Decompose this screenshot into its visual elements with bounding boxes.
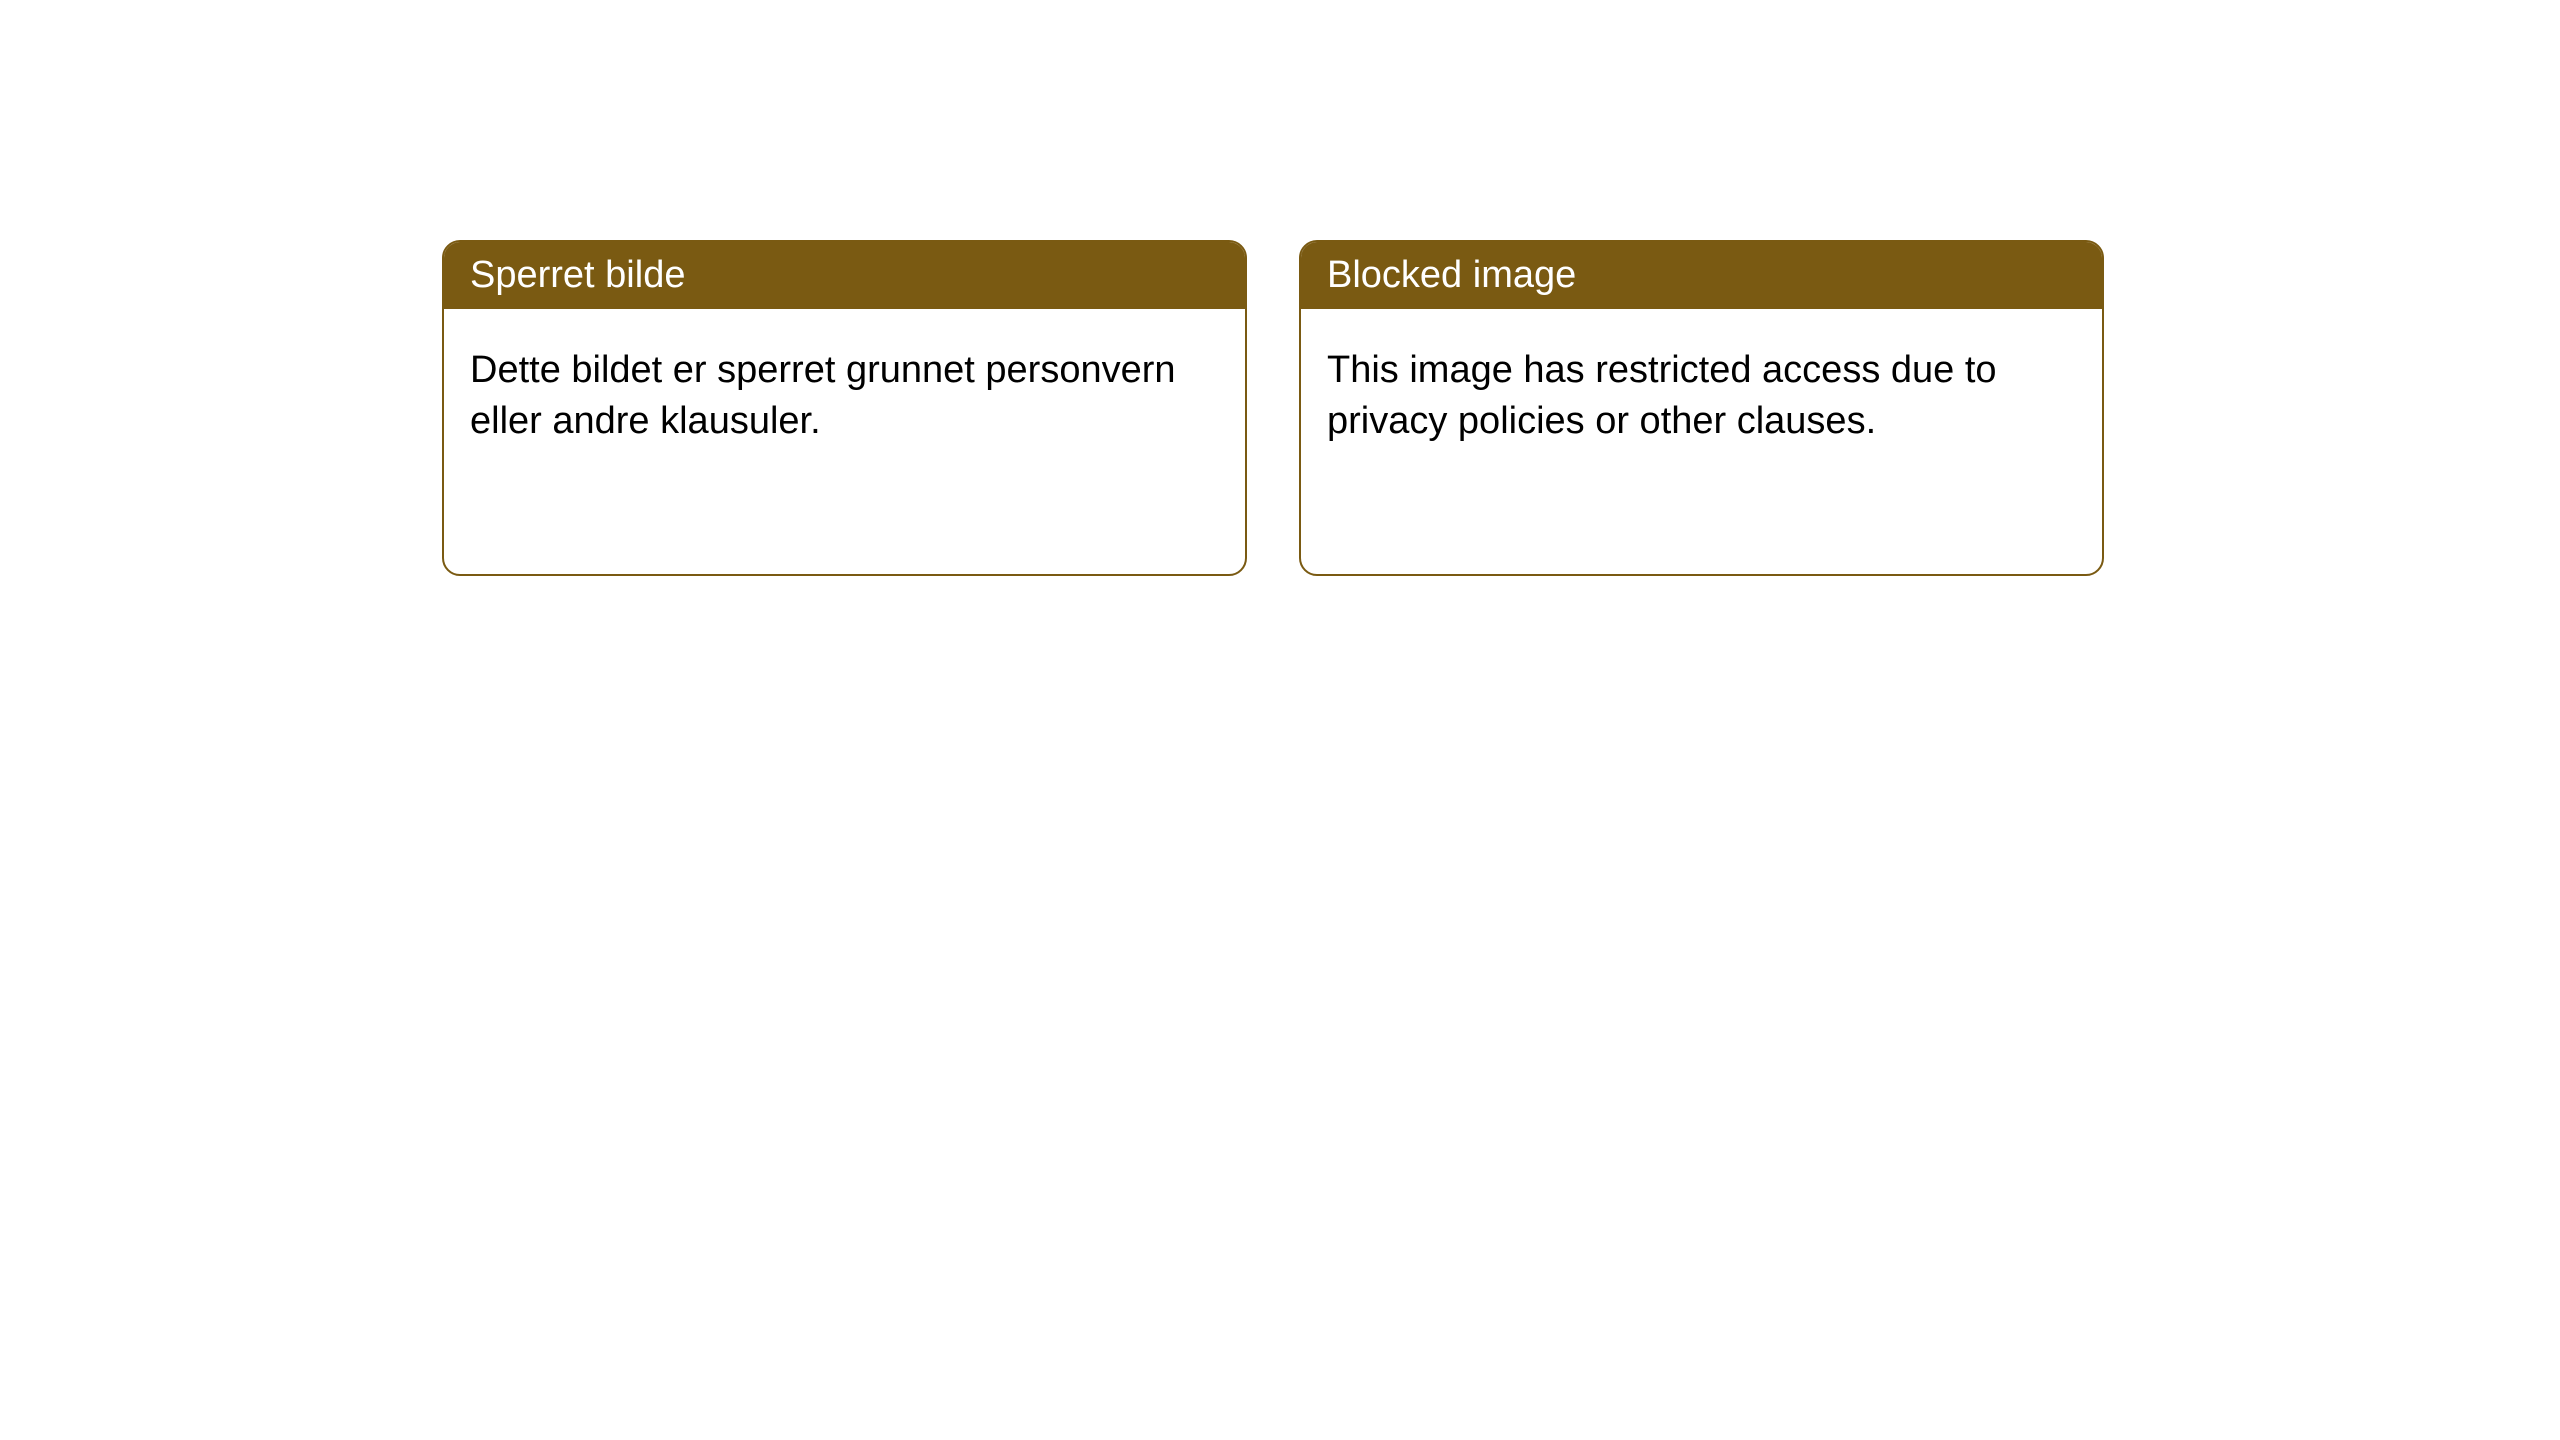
notice-body: This image has restricted access due to …	[1301, 309, 2102, 484]
notice-card-english: Blocked image This image has restricted …	[1299, 240, 2104, 576]
notice-card-norwegian: Sperret bilde Dette bildet er sperret gr…	[442, 240, 1247, 576]
notice-header: Blocked image	[1301, 242, 2102, 309]
notice-body: Dette bildet er sperret grunnet personve…	[444, 309, 1245, 484]
notice-container: Sperret bilde Dette bildet er sperret gr…	[0, 0, 2560, 576]
notice-header: Sperret bilde	[444, 242, 1245, 309]
